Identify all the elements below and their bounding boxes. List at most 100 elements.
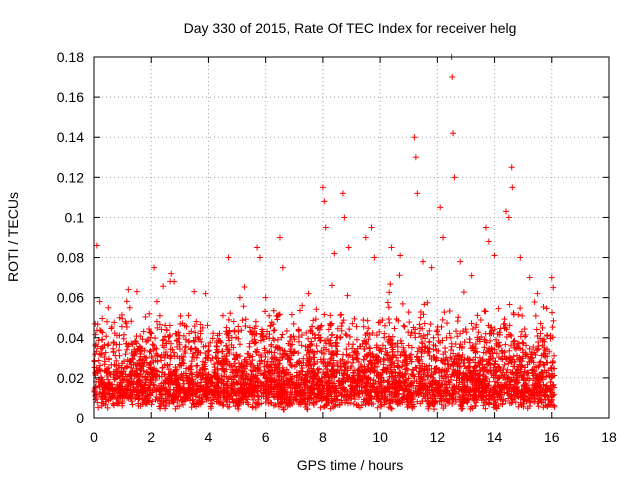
data-point (363, 381, 370, 388)
data-point (173, 366, 180, 373)
data-point (526, 274, 533, 281)
data-point (329, 363, 336, 370)
data-point (209, 335, 216, 342)
data-point (255, 383, 262, 390)
data-point (315, 335, 322, 342)
data-point (350, 356, 357, 363)
data-point (470, 356, 477, 363)
data-point (113, 357, 120, 364)
data-point (270, 402, 277, 409)
data-point (198, 338, 205, 345)
data-point (535, 363, 542, 370)
data-point (290, 379, 297, 386)
data-point (499, 347, 506, 354)
data-point (197, 328, 204, 335)
data-point (173, 387, 180, 394)
data-point (205, 343, 212, 350)
data-point (328, 379, 335, 386)
data-point (536, 383, 543, 390)
data-point (461, 339, 468, 346)
data-point (439, 381, 446, 388)
data-point (314, 382, 321, 389)
data-point (106, 355, 113, 362)
data-point (464, 399, 471, 406)
data-point (279, 354, 286, 361)
data-point (280, 375, 287, 382)
data-point (377, 398, 384, 405)
data-point (99, 315, 106, 322)
data-point (331, 250, 338, 257)
data-point (431, 400, 438, 407)
data-point (179, 356, 186, 363)
data-point (386, 319, 393, 326)
data-point (163, 386, 170, 393)
data-point (466, 336, 473, 343)
data-point (215, 388, 222, 395)
data-point (368, 396, 375, 403)
data-point (199, 386, 206, 393)
data-point (491, 386, 498, 393)
data-point (244, 376, 251, 383)
data-point (202, 365, 209, 372)
data-point (505, 360, 512, 367)
data-point (501, 361, 508, 368)
data-point (360, 356, 367, 363)
data-point (302, 400, 309, 407)
data-point (399, 359, 406, 366)
data-point (495, 343, 502, 350)
data-point (153, 393, 160, 400)
data-point (91, 364, 98, 371)
data-point (187, 346, 194, 353)
data-point (271, 378, 278, 385)
data-point (517, 333, 524, 340)
data-point (369, 382, 376, 389)
y-tick-label: 0.16 (57, 89, 84, 105)
data-point (286, 377, 293, 384)
data-point (367, 388, 374, 395)
data-point (543, 305, 550, 312)
data-point (171, 278, 178, 285)
data-point (281, 382, 288, 389)
data-point (424, 373, 431, 380)
data-point (341, 214, 348, 221)
data-point (264, 349, 271, 356)
data-point (125, 286, 132, 293)
data-point (258, 400, 265, 407)
data-point (506, 322, 513, 329)
data-point (172, 367, 179, 374)
data-point (445, 399, 452, 406)
data-point (366, 367, 373, 374)
data-point (117, 392, 124, 399)
data-point (470, 386, 477, 393)
data-point (116, 341, 123, 348)
data-point (305, 390, 312, 397)
data-point (176, 339, 183, 346)
data-point (323, 346, 330, 353)
data-point (197, 366, 204, 373)
data-point (158, 382, 165, 389)
data-point (408, 344, 415, 351)
data-point (539, 324, 546, 331)
data-point (373, 344, 380, 351)
data-point (491, 360, 498, 367)
data-point (275, 377, 282, 384)
data-point (473, 388, 480, 395)
data-point (262, 383, 269, 390)
data-point (343, 346, 350, 353)
data-point (504, 366, 511, 373)
data-point (406, 354, 413, 361)
data-point (424, 391, 431, 398)
data-point (174, 397, 181, 404)
data-point (105, 341, 112, 348)
data-point (456, 351, 463, 358)
data-point (196, 383, 203, 390)
data-point (99, 344, 106, 351)
data-point (249, 389, 256, 396)
data-point (447, 334, 454, 341)
y-tick-label: 0.14 (57, 129, 84, 145)
data-point (346, 326, 353, 333)
data-point (534, 290, 541, 297)
data-point (195, 371, 202, 378)
data-point (518, 363, 525, 370)
data-point (249, 403, 256, 410)
